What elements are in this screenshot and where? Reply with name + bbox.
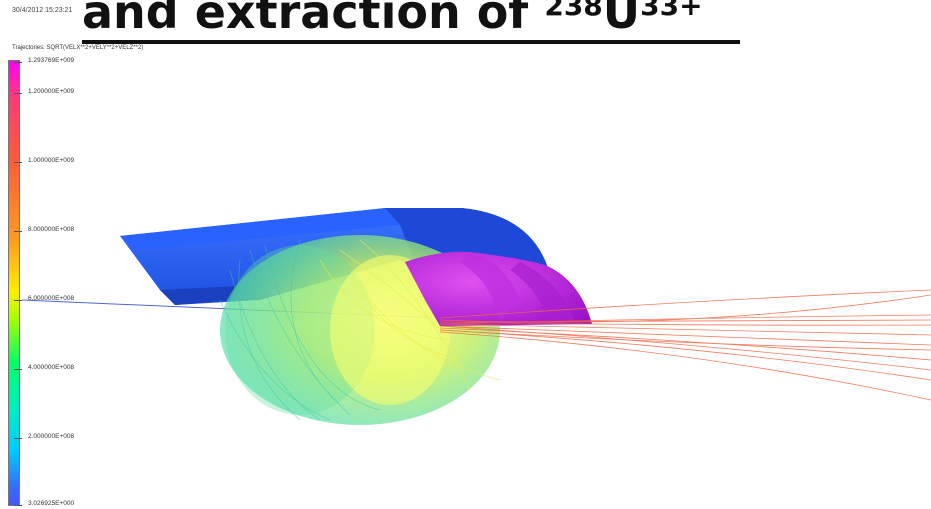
title-underline bbox=[82, 40, 740, 44]
slide-title: and extraction of 238U33+ bbox=[82, 0, 742, 44]
colorbar-tick bbox=[14, 162, 22, 163]
purple-magnet bbox=[405, 251, 592, 326]
colorbar-tick bbox=[14, 505, 22, 506]
colorbar-tick bbox=[14, 300, 22, 301]
charge-state: 33+ bbox=[640, 0, 703, 22]
colorbar-label: 2.000000E+008 bbox=[28, 433, 75, 440]
colorbar-label: 1.200000E+009 bbox=[28, 88, 75, 95]
colorbar-label: 8.000000E+008 bbox=[28, 226, 75, 233]
element-symbol: U bbox=[602, 0, 641, 39]
colorbar-label: 6.000000E+008 bbox=[28, 295, 75, 302]
timestamp: 30/4/2012 15:23:21 bbox=[12, 7, 73, 14]
colorbar-label: 4.000000E+008 bbox=[28, 364, 75, 371]
trajectories-label: Trajectories: SQRT(VELX**2+VELY**2+VELZ*… bbox=[12, 45, 144, 51]
colorbar-label: 1.000000E+009 bbox=[28, 157, 75, 164]
colorbar-label: 1.293769E+009 bbox=[28, 57, 75, 64]
isotope-mass: 238 bbox=[544, 0, 603, 22]
colorbar-label: 3.026925E+000 bbox=[28, 500, 75, 507]
colorbar-tick bbox=[14, 231, 22, 232]
colorbar-tick bbox=[14, 369, 22, 370]
colorbar-tick bbox=[14, 438, 22, 439]
title-text: and extraction of bbox=[82, 0, 529, 39]
colorbar-tick bbox=[14, 62, 22, 63]
colorbar-tick bbox=[14, 93, 22, 94]
